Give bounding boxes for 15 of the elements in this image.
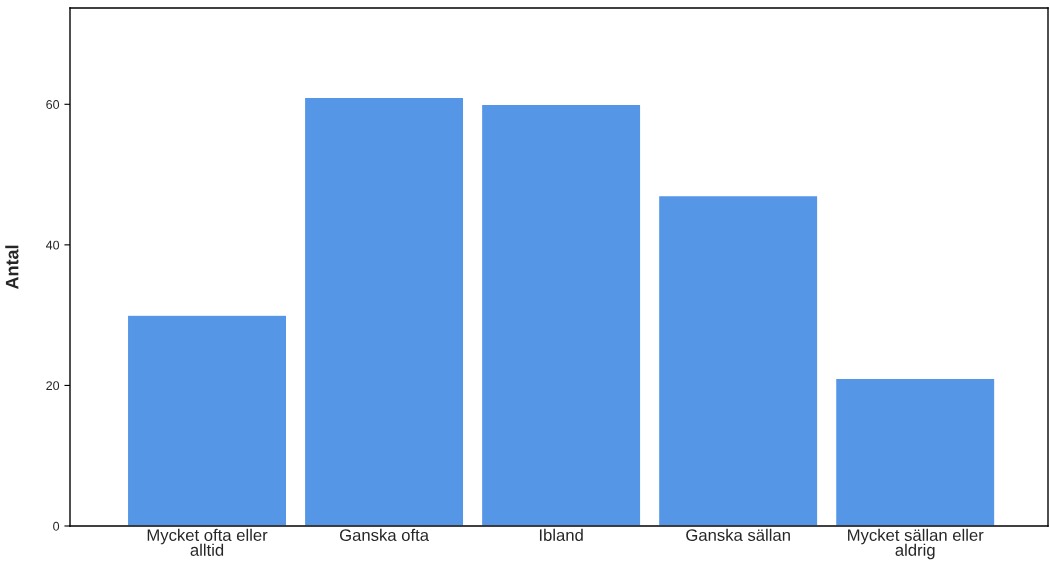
bar — [303, 96, 465, 526]
bar — [657, 194, 819, 526]
y-tick-label: 0 — [53, 521, 60, 531]
x-tick-label: Ganska sällan — [686, 528, 790, 542]
bar — [126, 314, 288, 526]
y-tick-label: 20 — [46, 381, 60, 391]
x-tick-label: Ganska ofta — [339, 528, 430, 542]
y-tick-label: 60 — [46, 100, 60, 109]
x-tick-label: Ibland — [539, 528, 583, 542]
y-tick-label: 40 — [45, 240, 60, 250]
bar — [834, 377, 996, 526]
x-tick-label: Mycket sällan eller aldrig — [848, 528, 984, 560]
bar — [480, 103, 642, 526]
x-tick-label: Mycket ofta eller alltid — [147, 528, 268, 556]
y-axis-title: Antal — [5, 245, 19, 290]
